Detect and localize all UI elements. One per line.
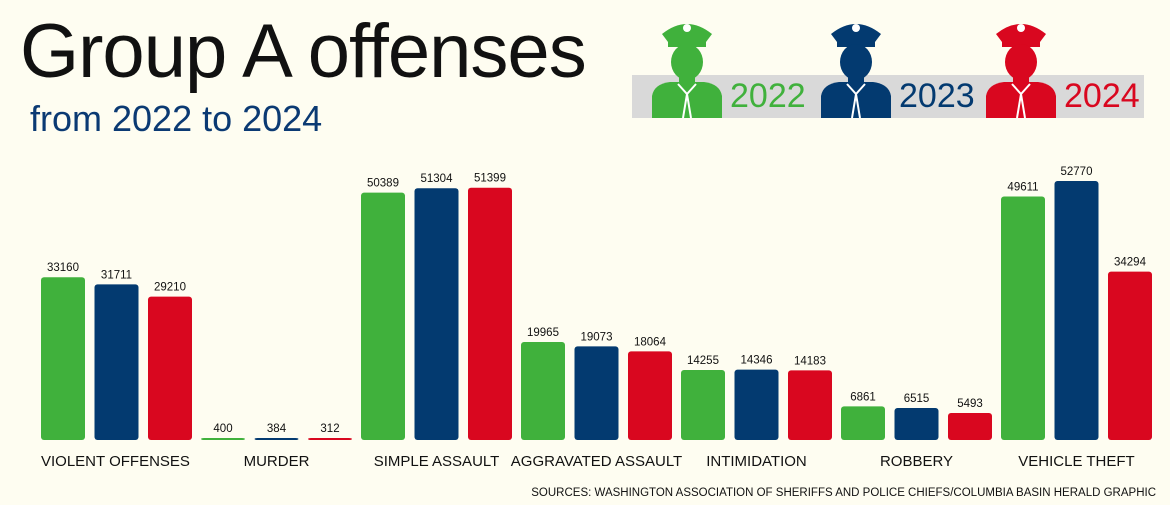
data-label: 14255 (687, 355, 719, 367)
police-officer-icon (821, 24, 891, 118)
category-label: ROBBERY (880, 453, 953, 470)
data-label: 14346 (741, 355, 773, 367)
police-officer-icon (652, 24, 722, 118)
data-label: 19073 (581, 331, 613, 343)
category-label: VEHICLE THEFT (1018, 453, 1134, 470)
legend-label: 2022 (730, 77, 806, 115)
data-label: 19965 (527, 327, 559, 339)
bar-2023 (574, 346, 619, 440)
bar-2022 (201, 438, 245, 440)
page-subtitle: from 2022 to 2024 (30, 98, 323, 139)
category-label: SIMPLE ASSAULT (374, 453, 500, 470)
bar-2022 (681, 370, 725, 440)
legend-label: 2024 (1064, 77, 1140, 115)
source-note: SOURCES: WASHINGTON ASSOCIATION OF SHERI… (531, 487, 1156, 499)
bar-2022 (41, 277, 85, 440)
data-label: 400 (213, 423, 232, 435)
bar-2022 (841, 406, 885, 440)
bar-2022 (361, 192, 405, 440)
bar-2024 (148, 296, 192, 440)
legend-item-2024: 2024 (982, 0, 1140, 118)
bar-2023 (734, 369, 779, 440)
data-label: 33160 (47, 262, 79, 274)
data-label: 51399 (474, 173, 506, 185)
bar-2023 (94, 284, 139, 440)
data-label: 14183 (794, 355, 826, 367)
bar-2024 (1108, 271, 1152, 440)
data-label: 5493 (957, 398, 983, 410)
data-label: 34294 (1114, 257, 1147, 269)
bar-2024 (308, 438, 352, 440)
data-label: 29210 (154, 282, 186, 294)
data-label: 6861 (850, 391, 876, 403)
data-label: 6515 (904, 393, 930, 405)
bar-2023 (414, 188, 459, 440)
bar-2023 (1054, 181, 1099, 440)
bar-2023 (254, 438, 299, 440)
data-label: 18064 (634, 336, 667, 348)
bar-2024 (788, 370, 832, 440)
legend-label: 2023 (899, 77, 975, 115)
page-title: Group A offenses (20, 9, 587, 94)
data-label: 49611 (1007, 182, 1038, 194)
data-label: 51304 (421, 173, 454, 185)
legend-item-2022: 2022 (648, 0, 806, 118)
bar-2022 (521, 342, 565, 440)
bar-2022 (1001, 196, 1045, 440)
bar-2024 (948, 413, 992, 440)
category-label: INTIMIDATION (706, 453, 807, 470)
legend-item-2023: 2023 (817, 0, 975, 118)
category-label: MURDER (244, 453, 310, 470)
data-label: 31711 (101, 269, 132, 281)
data-label: 384 (267, 423, 287, 435)
bar-2024 (468, 187, 512, 440)
data-label: 52770 (1061, 166, 1093, 178)
data-label: 312 (320, 423, 339, 435)
category-label: AGGRAVATED ASSAULT (511, 453, 682, 470)
bar-2024 (628, 351, 672, 440)
data-label: 50389 (367, 178, 399, 190)
police-officer-icon (986, 24, 1056, 118)
category-label: VIOLENT OFFENSES (41, 453, 190, 470)
bar-2023 (894, 408, 939, 440)
